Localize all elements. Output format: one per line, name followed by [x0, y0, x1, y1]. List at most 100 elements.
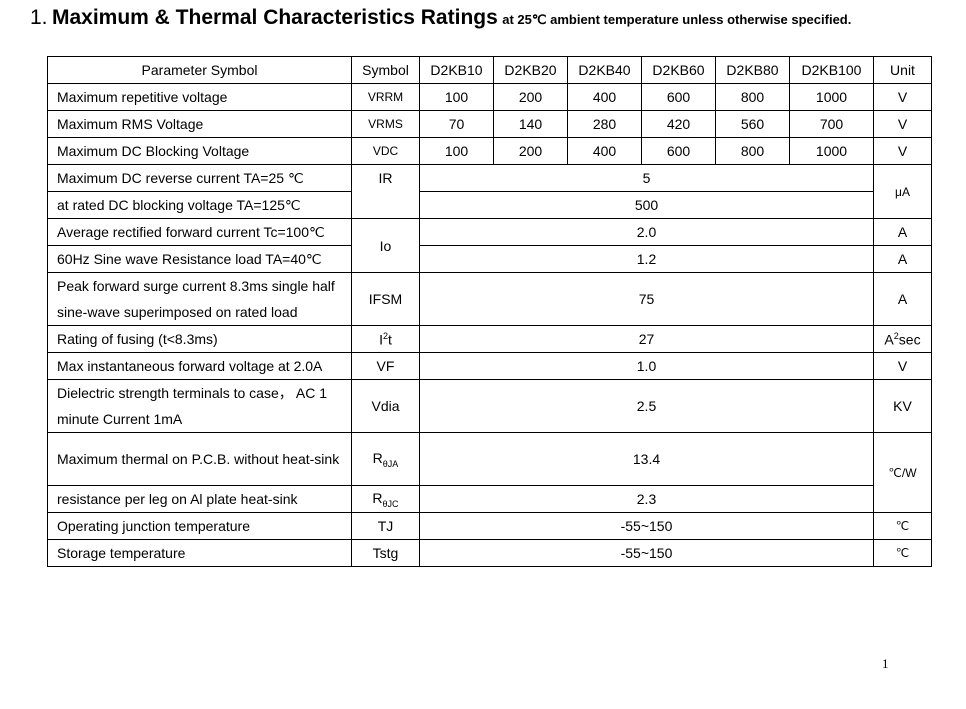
- value-cell: 700: [789, 110, 874, 138]
- section-subtitle: at 25℃ ambient temperature unless otherw…: [502, 12, 851, 27]
- header-cell: D2KB60: [641, 56, 716, 84]
- symbol-tail: t: [388, 331, 392, 348]
- subtitle-prefix: at 25: [502, 12, 532, 27]
- table-row: Maximum repetitive voltage VRRM 100 200 …: [47, 83, 932, 111]
- header-cell: Parameter Symbol: [47, 56, 352, 84]
- symbol-cell: IR: [351, 164, 420, 219]
- symbol-base: I: [379, 331, 383, 348]
- table-row: Maximum DC Blocking Voltage VDC 100 200 …: [47, 137, 932, 165]
- value-cell: 1000: [789, 137, 874, 165]
- header-cell: D2KB100: [789, 56, 874, 84]
- symbol-base: R: [372, 489, 383, 506]
- value-cell: 800: [715, 83, 790, 111]
- value-cell: -55~150: [419, 512, 874, 540]
- header-cell: D2KB10: [419, 56, 494, 84]
- table-row: Rating of fusing (t<8.3ms) I2t 27 A2sec: [47, 325, 932, 353]
- param-cell: Max instantaneous forward voltage at 2.0…: [47, 352, 352, 380]
- symbol-cell: VDC: [351, 137, 420, 165]
- section-heading: 1. Maximum & Thermal Characteristics Rat…: [30, 6, 851, 30]
- value-cell: 75: [419, 272, 874, 326]
- symbol-cell: VF: [351, 352, 420, 380]
- header-cell: D2KB80: [715, 56, 790, 84]
- param-cell: Maximum RMS Voltage: [47, 110, 352, 138]
- unit-cell: A: [873, 218, 932, 246]
- header-cell: Unit: [873, 56, 932, 84]
- value-cell: 140: [493, 110, 568, 138]
- table-row: resistance per leg on Al plate heat-sink…: [47, 485, 932, 513]
- unit-cell: V: [873, 83, 932, 111]
- symbol-cell: RθJA: [351, 432, 420, 486]
- param-cell: Maximum thermal on P.C.B. without heat-s…: [47, 432, 352, 486]
- table-row: Peak forward surge current 8.3ms single …: [47, 272, 932, 326]
- table-row: Average rectified forward current Tc=100…: [47, 218, 932, 273]
- param-cell: Peak forward surge current 8.3ms single …: [47, 272, 352, 326]
- unit-cell: μA: [873, 164, 932, 219]
- unit-cell: A: [873, 245, 932, 273]
- param-cell: Maximum DC reverse current TA=25 ℃: [47, 164, 352, 192]
- value-cell: 1.0: [419, 352, 874, 380]
- value-cell: 2.3: [419, 485, 874, 513]
- header-cell: D2KB40: [567, 56, 642, 84]
- value-cell: 5: [419, 164, 874, 192]
- unit-superscript: 2: [893, 330, 899, 341]
- table-row: Maximum thermal on P.C.B. without heat-s…: [47, 432, 932, 513]
- param-cell: Maximum repetitive voltage: [47, 83, 352, 111]
- table-row: Max instantaneous forward voltage at 2.0…: [47, 352, 932, 380]
- param-cell: at rated DC blocking voltage TA=125℃: [47, 191, 352, 219]
- symbol-cell: TJ: [351, 512, 420, 540]
- symbol-cell: I2t: [351, 325, 420, 353]
- unit-cell: V: [873, 137, 932, 165]
- value-cell: 13.4: [419, 432, 874, 486]
- value-cell: 200: [493, 83, 568, 111]
- value-cell: 800: [715, 137, 790, 165]
- symbol-cell: RθJC: [351, 485, 420, 513]
- value-cell: 2.0: [419, 218, 874, 246]
- table-row: 60Hz Sine wave Resistance load TA=40℃ 1.…: [47, 245, 932, 273]
- param-cell: resistance per leg on Al plate heat-sink: [47, 485, 352, 513]
- table-row: Dielectric strength terminals to case， A…: [47, 379, 932, 433]
- symbol-superscript: 2: [382, 330, 388, 341]
- value-cell: 70: [419, 110, 494, 138]
- value-cell: 500: [419, 191, 874, 219]
- header-cell: Symbol: [351, 56, 420, 84]
- symbol-cell: Tstg: [351, 539, 420, 567]
- param-cell: Storage temperature: [47, 539, 352, 567]
- unit-cell: ℃/W: [873, 432, 932, 513]
- table-row: Maximum DC reverse current TA=25 ℃ IR 5 …: [47, 164, 932, 219]
- value-cell: 100: [419, 137, 494, 165]
- unit-cell: V: [873, 110, 932, 138]
- page-number: 1: [882, 656, 889, 671]
- param-cell: Dielectric strength terminals to case， A…: [47, 379, 352, 433]
- value-cell: 1000: [789, 83, 874, 111]
- value-cell: 280: [567, 110, 642, 138]
- value-cell: 420: [641, 110, 716, 138]
- ratings-table: Parameter Symbol Symbol D2KB10 D2KB20 D2…: [47, 56, 932, 567]
- table-row: at rated DC blocking voltage TA=125℃ 500: [47, 191, 932, 219]
- unit-cell: A2sec: [873, 325, 932, 353]
- unit-cell: A: [873, 272, 932, 326]
- value-cell: 600: [641, 137, 716, 165]
- table-row: Storage temperature Tstg -55~150 ℃: [47, 539, 932, 567]
- symbol-subscript: θJA: [382, 458, 399, 469]
- param-cell: Operating junction temperature: [47, 512, 352, 540]
- symbol-subscript: θJC: [382, 498, 399, 509]
- value-cell: 100: [419, 83, 494, 111]
- table-header-row: Parameter Symbol Symbol D2KB10 D2KB20 D2…: [47, 56, 932, 84]
- symbol-cell: IFSM: [351, 272, 420, 326]
- value-cell: 400: [567, 83, 642, 111]
- symbol-cell: Io: [351, 218, 420, 273]
- symbol-base: R: [372, 449, 383, 466]
- value-cell: 560: [715, 110, 790, 138]
- param-cell: Average rectified forward current Tc=100…: [47, 218, 352, 246]
- unit-tail: sec: [898, 331, 921, 348]
- unit-cell: ℃: [873, 539, 932, 567]
- param-cell: Rating of fusing (t<8.3ms): [47, 325, 352, 353]
- param-cell: Maximum DC Blocking Voltage: [47, 137, 352, 165]
- symbol-cell: VRRM: [351, 83, 420, 111]
- subtitle-suffix: ambient temperature unless otherwise spe…: [546, 12, 852, 27]
- value-cell: 400: [567, 137, 642, 165]
- unit-cell: V: [873, 352, 932, 380]
- value-cell: -55~150: [419, 539, 874, 567]
- param-cell: 60Hz Sine wave Resistance load TA=40℃: [47, 245, 352, 273]
- unit-base: A: [884, 331, 894, 348]
